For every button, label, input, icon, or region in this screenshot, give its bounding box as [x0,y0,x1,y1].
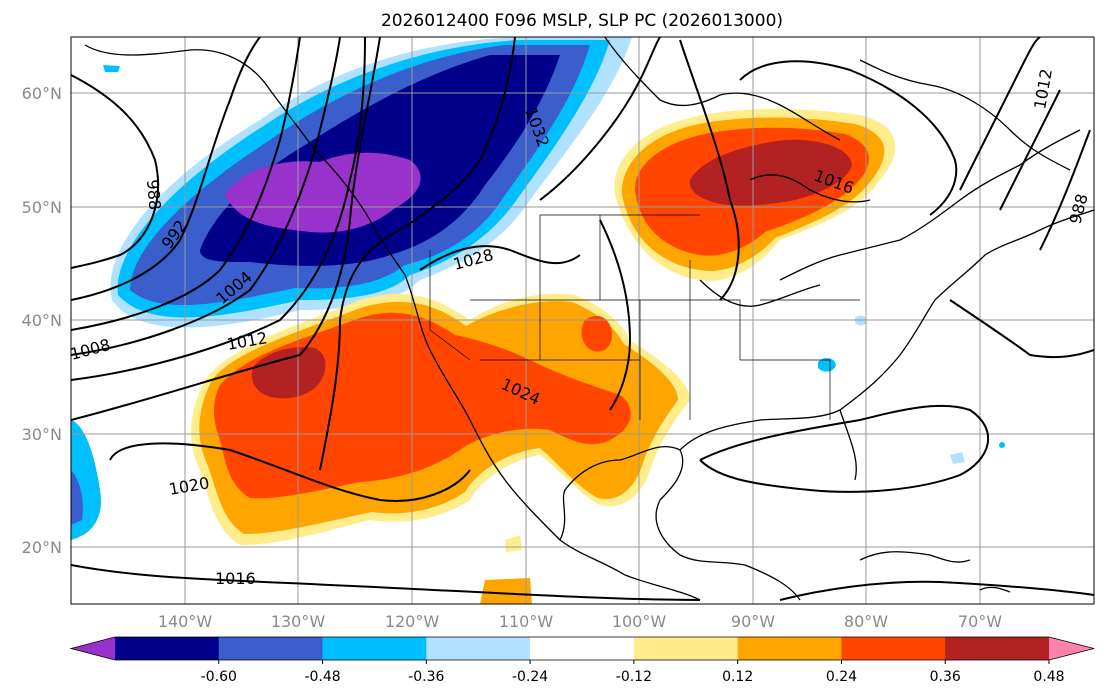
colorbar-tick-label: 0.48 [1033,669,1064,685]
colorbar-segment [841,637,946,660]
colorbar-outline [69,636,1095,661]
lon-label: 110°W [499,612,554,631]
figure-title: 2026012400 F096 MSLP, SLP PC (2026013000… [381,11,783,31]
colorbar-segment [322,637,427,660]
lon-label: 90°W [731,612,775,631]
colorbar-extend-min [71,637,115,660]
isobar-label: 1016 [215,569,256,588]
latitude-labels: 60°N 50°N 40°N 30°N 20°N [22,84,62,557]
lon-label: 120°W [385,612,440,631]
lon-label: 140°W [158,612,213,631]
colorbar-tick-label: 0.36 [930,669,961,685]
isobar-label: 988 [143,179,165,211]
lon-label: 100°W [612,612,667,631]
colorbar-tick-label: -0.48 [304,669,340,685]
colorbar: -0.60 -0.48 -0.36 -0.24 -0.12 0.12 0.24 0.36 0.4… [69,636,1095,685]
colorbar-segment [530,637,635,660]
coastlines [84,37,1094,601]
lat-lon-grid [71,37,1094,604]
lat-label: 50°N [22,198,62,217]
colorbar-segment [737,637,842,660]
colorbar-tick-label: -0.12 [616,669,652,685]
lon-label: 70°W [958,612,1002,631]
lat-label: 60°N [22,84,62,103]
colorbar-tick-label: -0.60 [201,669,237,685]
lon-label: 80°W [844,612,888,631]
colorbar-tick-label: -0.36 [408,669,444,685]
colorbar-segment [426,637,531,660]
state-borders [429,214,860,420]
colorbar-segment [115,637,220,660]
isobar-contours [71,37,1094,601]
lon-label: 130°W [271,612,326,631]
colorbar-segment [218,637,324,660]
lat-label: 20°N [22,538,62,557]
longitude-labels: 140°W 130°W 120°W 110°W 100°W 90°W 80°W … [158,612,1002,631]
colorbar-tick-label: 0.12 [722,669,753,685]
colorbar-tick-label: 0.24 [826,669,857,685]
lat-label: 40°N [22,311,62,330]
colorbar-segment [633,637,739,660]
negative-anomaly-region [71,37,632,540]
colorbar-segment [945,637,1050,660]
map-frame [70,36,1095,605]
map-area: 988 992 1004 1008 1012 1016 1020 1024 10… [71,37,1094,604]
lat-label: 30°N [22,425,62,444]
colorbar-tick-label: -0.24 [512,669,548,685]
colorbar-extend-max [1049,637,1094,660]
